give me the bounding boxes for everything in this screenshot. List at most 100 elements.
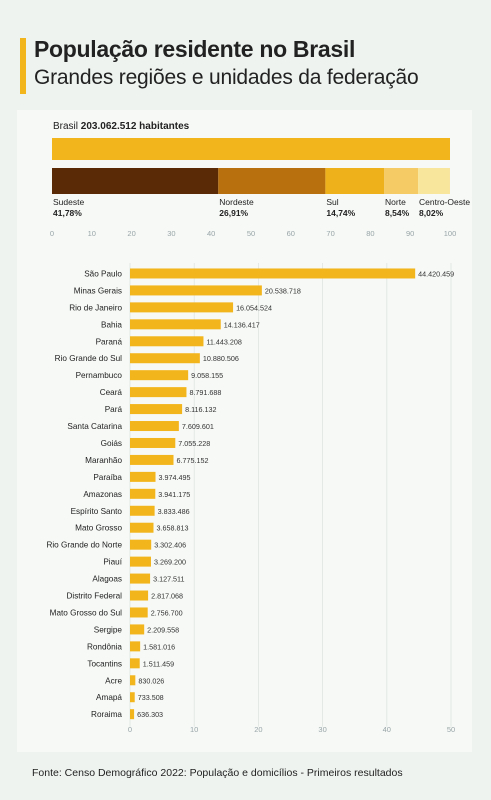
state-label: Mato Grosso do Sul xyxy=(50,608,123,617)
state-value-label: 6.775.152 xyxy=(176,456,208,465)
state-bar xyxy=(130,319,221,330)
state-bar xyxy=(130,302,234,313)
state-label: Tocantins xyxy=(87,659,122,668)
region-percent-sul: 14,74% xyxy=(326,208,355,218)
state-value-label: 636.303 xyxy=(137,710,163,719)
state-value-label: 733.508 xyxy=(138,693,164,702)
region-name-sul: Sul xyxy=(326,197,338,207)
state-label: Maranhão xyxy=(85,456,122,465)
state-label: Amazonas xyxy=(83,490,122,499)
state-bar xyxy=(130,421,179,432)
x-axis-tick: 20 xyxy=(254,725,262,734)
state-bar xyxy=(130,709,135,720)
state-value-label: 8.791.688 xyxy=(189,388,221,397)
state-bar xyxy=(130,471,156,482)
state-bar xyxy=(130,556,151,567)
state-bar xyxy=(130,692,135,703)
state-value-label: 44.420.459 xyxy=(418,269,454,278)
state-value-label: 3.941.175 xyxy=(158,490,190,499)
state-bar xyxy=(130,641,141,652)
region-name-sudeste: Sudeste xyxy=(53,197,84,207)
state-bar xyxy=(130,658,140,669)
stacked-axis-tick: 70 xyxy=(326,229,334,238)
region-percent-centro-oeste: 8,02% xyxy=(419,208,444,218)
state-label: Ceará xyxy=(100,388,123,397)
state-value-label: 20.538.718 xyxy=(265,286,301,295)
region-name-nordeste: Nordeste xyxy=(219,197,254,207)
state-label: Paraíba xyxy=(93,473,122,482)
chart-subtitle: Grandes regiões e unidades da federação xyxy=(34,66,419,89)
state-label: São Paulo xyxy=(84,269,122,278)
x-axis-tick: 0 xyxy=(128,725,132,734)
stacked-axis-tick: 30 xyxy=(167,229,175,238)
state-label: Pernambuco xyxy=(76,371,123,380)
state-value-label: 1.581.016 xyxy=(143,642,175,651)
state-bar xyxy=(130,370,189,381)
state-label: Goiás xyxy=(101,439,122,448)
state-value-label: 830.026 xyxy=(138,676,164,685)
state-value-label: 2.756.700 xyxy=(151,608,183,617)
state-label: Roraima xyxy=(91,710,122,719)
state-label: Minas Gerais xyxy=(74,286,122,295)
state-label: Distrito Federal xyxy=(66,592,122,601)
stacked-axis-tick: 60 xyxy=(287,229,295,238)
state-label: Rondônia xyxy=(87,642,122,651)
state-bar xyxy=(130,539,152,550)
stacked-axis-tick: 0 xyxy=(50,229,54,238)
region-segment-sul xyxy=(325,168,385,194)
state-label: Rio de Janeiro xyxy=(69,303,122,312)
region-percent-sudeste: 41,78% xyxy=(53,208,82,218)
state-bar xyxy=(130,624,145,635)
state-bar xyxy=(130,488,156,499)
stacked-axis-tick: 10 xyxy=(88,229,96,238)
state-label: Paraná xyxy=(96,337,123,346)
state-bar xyxy=(130,505,155,516)
state-bar xyxy=(130,404,183,415)
stacked-axis-tick: 80 xyxy=(366,229,374,238)
stacked-axis-tick: 20 xyxy=(127,229,135,238)
region-percent-norte: 8,54% xyxy=(385,208,410,218)
state-bar xyxy=(130,336,204,347)
chart-panel xyxy=(17,110,472,752)
state-value-label: 14.136.417 xyxy=(224,320,260,329)
state-label: Santa Catarina xyxy=(67,422,122,431)
state-bar xyxy=(130,387,187,398)
brasil-total-value: 203.062.512 habitantes xyxy=(80,121,190,132)
state-value-label: 3.269.200 xyxy=(154,558,186,567)
region-segment-norte xyxy=(384,168,419,194)
region-name-norte: Norte xyxy=(385,197,406,207)
state-value-label: 3.974.495 xyxy=(159,473,191,482)
state-label: Amapá xyxy=(96,693,122,702)
state-value-label: 1.511.459 xyxy=(143,659,174,668)
state-bar xyxy=(130,285,262,296)
region-segment-nordeste xyxy=(218,168,326,194)
state-label: Espírito Santo xyxy=(71,507,123,516)
state-value-label: 8.116.132 xyxy=(185,405,216,414)
state-bar xyxy=(130,607,148,618)
stacked-axis-tick: 100 xyxy=(444,229,457,238)
state-bar xyxy=(130,437,176,448)
state-label: Bahia xyxy=(101,320,122,329)
state-bar xyxy=(130,353,200,364)
x-axis-tick: 30 xyxy=(318,725,326,734)
stacked-axis-tick: 90 xyxy=(406,229,414,238)
source-footnote: Fonte: Censo Demográfico 2022: População… xyxy=(32,767,403,779)
state-label: Piauí xyxy=(103,558,122,567)
state-value-label: 7.609.601 xyxy=(182,422,214,431)
state-label: Acre xyxy=(105,676,122,685)
x-axis-tick: 10 xyxy=(190,725,198,734)
state-value-label: 2.817.068 xyxy=(151,592,183,601)
state-label: Pará xyxy=(105,405,123,414)
state-bar xyxy=(130,573,151,584)
state-bar xyxy=(130,675,136,686)
state-value-label: 11.443.208 xyxy=(206,337,241,346)
stacked-axis-tick: 50 xyxy=(247,229,255,238)
state-value-label: 10.880.506 xyxy=(203,354,239,363)
x-axis-tick: 40 xyxy=(383,725,391,734)
state-label: Mato Grosso xyxy=(75,524,122,533)
title-accent-bar xyxy=(20,38,26,94)
state-value-label: 3.658.813 xyxy=(156,524,188,533)
state-value-label: 16.054.524 xyxy=(236,303,272,312)
state-value-label: 2.209.558 xyxy=(147,625,179,634)
